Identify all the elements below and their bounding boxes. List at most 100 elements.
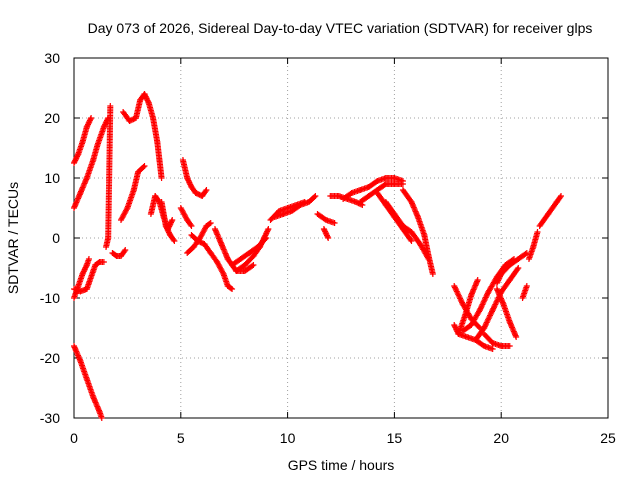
data-point (170, 236, 177, 243)
data-point (85, 256, 92, 262)
data-point (458, 298, 465, 305)
data-point (407, 236, 414, 243)
data-point (381, 181, 388, 188)
data-point (457, 296, 464, 303)
data-point (324, 233, 331, 240)
data-point (312, 193, 319, 199)
data-point (491, 302, 498, 309)
data-point (219, 269, 226, 276)
data-point (171, 238, 178, 244)
data-point (490, 305, 497, 312)
data-point (489, 307, 496, 313)
data-point (98, 415, 105, 421)
data-point (478, 302, 485, 309)
data-point (408, 238, 415, 244)
data-point (145, 98, 152, 105)
data-point (479, 342, 486, 349)
data-point (250, 262, 257, 268)
data-point (482, 295, 489, 302)
data-point (88, 115, 95, 121)
data-point (481, 323, 488, 330)
data-point (451, 283, 458, 289)
data-point (457, 295, 464, 302)
data-point (202, 188, 209, 195)
data-point (451, 284, 458, 291)
data-point (325, 235, 332, 241)
data-point (475, 323, 482, 330)
data-point (229, 286, 236, 292)
data-point (558, 193, 565, 199)
data-point (249, 262, 256, 269)
chart-title: Day 073 of 2026, Sidereal Day-to-day VTE… (88, 20, 593, 36)
data-point (122, 247, 129, 253)
data-point (477, 305, 484, 312)
data-point (455, 291, 462, 298)
data-point (534, 229, 541, 235)
data-point (484, 291, 491, 298)
data-point (347, 190, 354, 197)
data-point (121, 248, 128, 255)
data-point (478, 304, 485, 311)
data-point (489, 346, 496, 352)
data-point (474, 277, 481, 283)
data-point (321, 216, 328, 223)
data-point (158, 175, 165, 181)
data-point (456, 294, 463, 301)
data-point (482, 294, 489, 301)
data-point (482, 322, 489, 329)
data-point (227, 285, 234, 292)
data-point (454, 289, 461, 296)
data-point (522, 250, 529, 257)
data-point (331, 220, 338, 226)
axis-ticks (73, 57, 609, 419)
data-point (513, 334, 520, 340)
data-point (479, 301, 486, 308)
data-point (483, 319, 490, 326)
data-point (83, 263, 90, 270)
data-point (486, 313, 493, 320)
x-tick-label: 25 (600, 430, 616, 446)
data-point (453, 287, 460, 294)
y-tick-label: 0 (52, 230, 60, 246)
data-point (485, 316, 492, 323)
data-point (265, 226, 272, 232)
data-point (523, 283, 530, 289)
data-point (480, 300, 487, 307)
data-point (481, 297, 488, 304)
data-point (488, 308, 495, 315)
data-point (207, 220, 214, 226)
data-point (187, 221, 194, 228)
data-point (557, 194, 564, 201)
data-point (311, 194, 318, 200)
data-point (107, 103, 114, 109)
x-tick-label: 0 (70, 430, 78, 446)
data-point (296, 202, 303, 209)
y-tick-label: -20 (40, 350, 60, 366)
data-point (452, 285, 459, 292)
data-point (506, 343, 513, 349)
data-point (140, 164, 147, 170)
y-tick-label: -30 (40, 410, 60, 426)
data-point (429, 271, 436, 277)
data-point (373, 178, 380, 185)
data-point (485, 315, 492, 322)
data-point (488, 309, 495, 316)
data-point (492, 301, 499, 308)
x-tick-label: 20 (493, 430, 509, 446)
data-point (188, 223, 195, 229)
y-tick-label: -10 (40, 290, 60, 306)
data-point (493, 298, 500, 305)
y-tick-label: 20 (44, 110, 60, 126)
data-point (515, 265, 522, 271)
data-points (71, 91, 565, 421)
data-point (483, 293, 490, 300)
data-point (484, 318, 491, 325)
data-point (476, 307, 483, 313)
data-point (480, 298, 487, 305)
x-tick-label: 15 (387, 430, 403, 446)
data-point (487, 311, 494, 318)
data-point (169, 217, 176, 223)
x-axis-label: GPS time / hours (288, 457, 395, 473)
data-point (514, 266, 521, 273)
data-point (453, 288, 460, 295)
